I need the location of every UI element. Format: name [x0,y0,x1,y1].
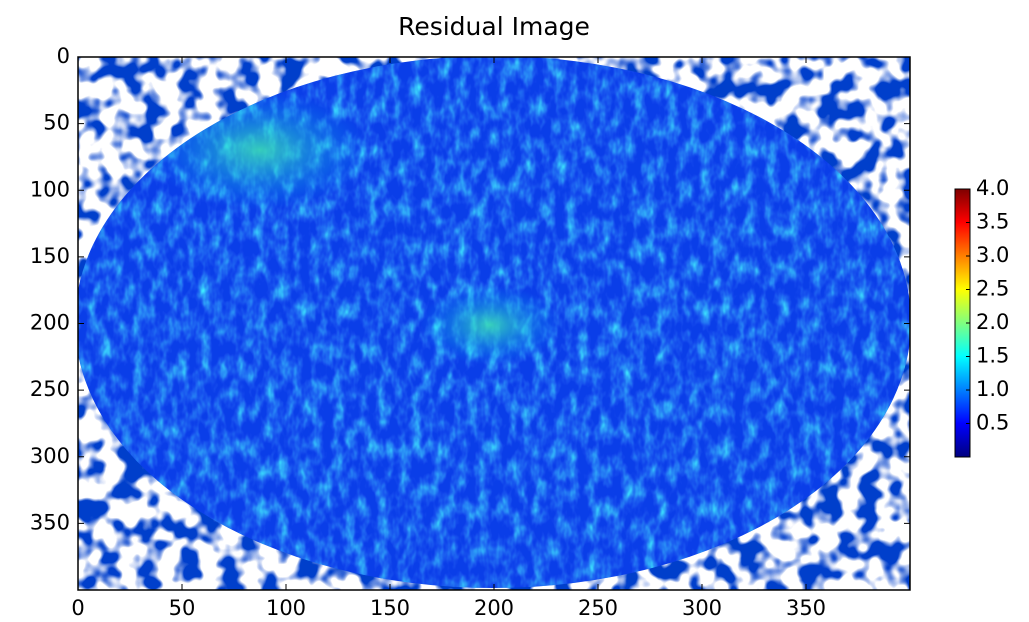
x-tick-label: 250 [578,596,618,620]
y-tick-label: 50 [43,111,70,135]
y-tick-label: 150 [30,244,70,268]
chart-title: Residual Image [398,12,590,41]
y-tick-label: 100 [30,177,70,201]
x-tick-label: 300 [682,596,722,620]
colorbar-tick-label: 0.5 [976,411,1009,435]
x-tick-label: 0 [71,596,84,620]
colorbar-tick-label: 4.0 [976,176,1009,200]
colorbar-tick-label: 1.5 [976,344,1009,368]
colorbar-tick-label: 3.0 [976,243,1009,267]
x-tick-label: 100 [266,596,306,620]
x-tick-label: 200 [474,596,514,620]
colorbar-tick-label: 3.5 [976,210,1009,234]
colorbar-tick-label: 1.0 [976,377,1009,401]
y-tick-label: 0 [57,44,70,68]
x-tick-label: 150 [370,596,410,620]
colorbar-tick-label: 2.0 [976,310,1009,334]
y-tick-label: 200 [30,311,70,335]
y-tick-label: 300 [30,444,70,468]
y-tick-label: 350 [30,510,70,534]
colorbar-tick-label: 2.5 [976,277,1009,301]
image [78,57,910,590]
x-tick-label: 50 [169,596,196,620]
x-tick-label: 350 [786,596,826,620]
y-tick-label: 250 [30,377,70,401]
